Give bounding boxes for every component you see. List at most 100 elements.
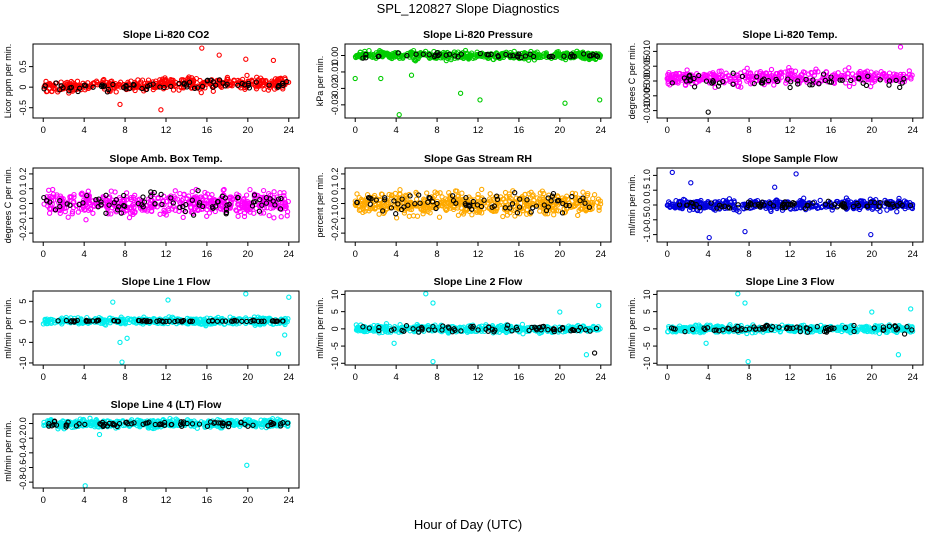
x-tick-label: 4: [706, 125, 711, 136]
y-tick-label: 0: [18, 319, 28, 324]
chart-panel: Slope Li-820 Temp.0 4 8 12 16 20 24-0.010-0.00…: [627, 29, 924, 136]
data-series: [360, 50, 601, 61]
y-tick-label: 0.010: [642, 40, 652, 63]
x-tick-label: 16: [514, 125, 525, 136]
data-point: [139, 85, 145, 92]
data-point: [98, 83, 105, 90]
chart-title: Slope Li-820 Pressure: [423, 29, 533, 41]
y-tick-label: 0: [330, 326, 340, 331]
data-point: [455, 54, 461, 60]
data-point: [488, 51, 494, 58]
data-point: [158, 79, 165, 85]
data-point: [282, 332, 288, 338]
y-tick-label: 5: [18, 299, 28, 304]
data-point: [457, 90, 464, 96]
x-tick-label: 12: [785, 249, 796, 260]
x-tick-label: 0: [665, 125, 670, 136]
y-tick-label: 5: [330, 309, 340, 314]
data-point: [772, 184, 778, 190]
data-point: [537, 208, 543, 214]
data-point: [180, 214, 186, 221]
data-point: [199, 45, 205, 51]
data-point: [593, 52, 599, 58]
data-point: [522, 53, 529, 59]
data-point: [235, 213, 241, 219]
data-point: [247, 186, 253, 193]
data-point: [877, 208, 883, 215]
data-point: [83, 217, 89, 223]
x-tick-label: 12: [161, 125, 172, 136]
x-tick-label: 20: [243, 249, 254, 260]
data-point: [375, 53, 381, 60]
x-tick-label: 24: [283, 372, 294, 383]
y-axis-label: kPa per min.: [315, 56, 325, 107]
x-tick-label: 24: [283, 249, 294, 260]
data-point: [352, 75, 358, 82]
y-tick-label: -1.0: [642, 227, 652, 243]
x-tick-label: 16: [202, 372, 213, 383]
data-point: [391, 340, 397, 346]
data-point: [87, 84, 94, 90]
data-point: [259, 77, 266, 83]
data-points: [352, 186, 604, 221]
data-point: [378, 75, 384, 82]
data-point: [514, 53, 521, 59]
data-point: [172, 188, 178, 194]
data-point: [408, 72, 415, 78]
x-tick-label: 8: [746, 125, 751, 136]
data-point: [246, 85, 253, 91]
data-point: [455, 212, 462, 218]
data-point: [253, 79, 259, 85]
data-point: [787, 84, 793, 91]
data-point: [477, 50, 483, 57]
x-tick-label: 4: [82, 372, 87, 383]
data-point: [130, 81, 136, 88]
y-tick-label: 0.0: [18, 197, 28, 210]
y-tick-label: 0.1: [330, 182, 340, 195]
x-tick-label: 16: [202, 125, 213, 136]
y-tick-label: -0.01: [330, 62, 340, 83]
data-point: [127, 85, 133, 92]
data-point: [868, 231, 874, 238]
data-point: [487, 191, 493, 197]
data-point: [271, 189, 277, 195]
x-tick-label: 24: [595, 125, 606, 136]
x-tick-label: 0: [41, 249, 46, 260]
chart-title: Slope Li-820 Temp.: [743, 29, 838, 41]
data-point: [261, 86, 267, 92]
y-tick-label: -0.02: [330, 78, 340, 99]
data-point: [243, 192, 250, 198]
chart-title: Slope Gas Stream RH: [424, 153, 532, 165]
y-tick-label: 0.5: [642, 184, 652, 197]
data-point: [216, 52, 222, 58]
chart-title: Slope Line 2 Flow: [434, 276, 524, 288]
data-point: [66, 88, 72, 94]
x-tick-label: 12: [473, 125, 484, 136]
x-tick-label: 0: [353, 372, 358, 383]
data-point: [744, 65, 750, 71]
data-point: [863, 82, 870, 89]
plot-frame: [32, 290, 300, 366]
data-point: [143, 86, 150, 93]
data-point: [176, 87, 182, 93]
data-point: [548, 53, 554, 59]
data-point: [393, 215, 400, 221]
data-point: [216, 77, 223, 83]
data-point: [437, 190, 443, 196]
data-point: [275, 84, 281, 90]
y-tick-label: 0.00: [330, 47, 340, 65]
data-point: [119, 359, 125, 365]
y-tick-label: -0.2: [18, 225, 28, 241]
data-point: [165, 297, 171, 303]
chart-panel: Slope Gas Stream RH0 4 8 12 16 20 24-0.2-0.10.…: [315, 153, 612, 260]
data-point: [235, 82, 241, 88]
data-point: [150, 81, 156, 87]
data-point: [363, 55, 369, 61]
x-tick-label: 4: [706, 249, 711, 260]
data-point: [189, 188, 195, 195]
data-point: [266, 82, 272, 88]
data-point: [53, 80, 59, 86]
x-tick-label: 8: [746, 249, 751, 260]
